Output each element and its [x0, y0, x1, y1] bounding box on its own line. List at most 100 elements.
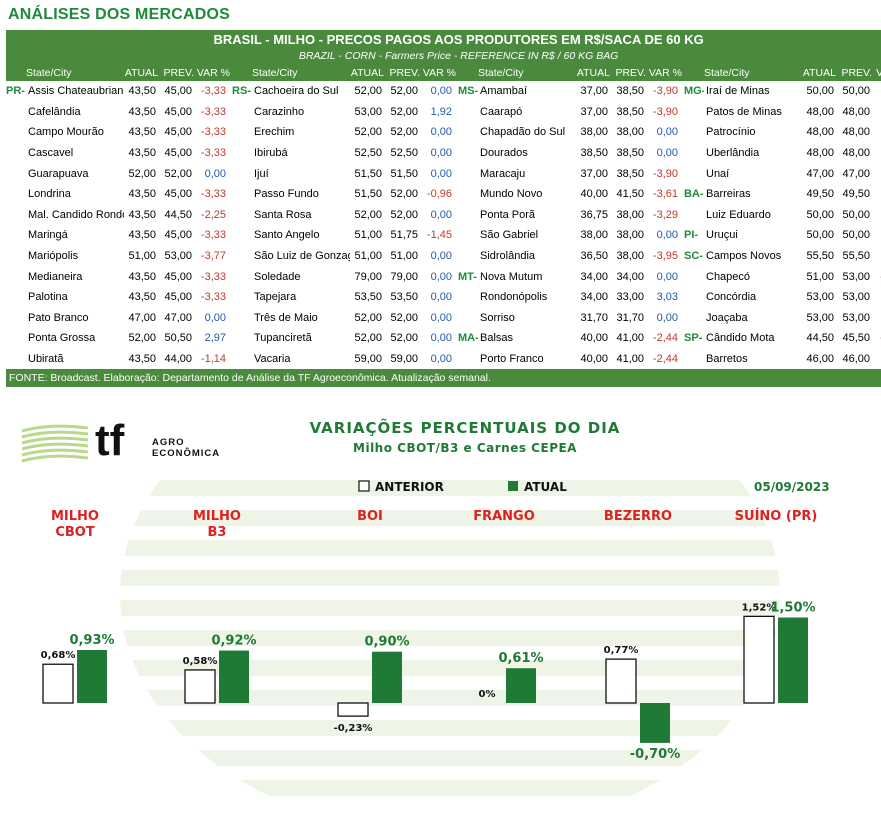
city-name: Maracaju — [480, 167, 526, 180]
state-prefix: MT- — [458, 270, 477, 283]
city-name: Sidrolândia — [480, 250, 536, 263]
city-name: Balsas — [480, 332, 514, 345]
price-atual: 51,50 — [354, 167, 382, 180]
city-name: São Luiz de Gonzaga — [254, 250, 350, 263]
price-prev: 79,00 — [390, 270, 418, 283]
state-prefix: PI- — [684, 229, 699, 242]
price-variation: -3,33 — [200, 126, 226, 139]
state-prefix — [6, 102, 26, 123]
price-prev: 53,00 — [842, 311, 870, 324]
state-prefix: MS- — [458, 85, 478, 98]
price-atual: 44,50 — [806, 332, 834, 345]
state-prefix — [458, 102, 478, 123]
city-name: Caarapó — [480, 105, 523, 118]
logo-wave-shape — [21, 436, 89, 445]
price-variation: -3,33 — [200, 105, 226, 118]
price-variation: 0,00 — [204, 311, 226, 324]
price-atual: 53,50 — [354, 291, 382, 304]
state-prefix — [458, 122, 478, 143]
table-title: BRASIL - MILHO - PRECOS PAGOS AOS PRODUT… — [6, 30, 881, 48]
price-atual: 52,00 — [354, 311, 382, 324]
price-variation: 0,00 — [874, 122, 881, 143]
price-variation: 0,00 — [656, 126, 678, 139]
price-variation: 0,00 — [430, 167, 452, 180]
category-label: MILHO — [51, 509, 99, 524]
label-atual: 0,90% — [364, 635, 409, 650]
price-atual: 52,50 — [354, 147, 382, 160]
price-prev: 38,00 — [616, 250, 644, 263]
state-prefix — [6, 143, 26, 164]
price-prev: 53,50 — [390, 291, 418, 304]
city-name: São Gabriel — [480, 229, 539, 242]
chart-legend: ANTERIOR ATUAL — [358, 480, 567, 494]
bar-anterior — [184, 669, 216, 704]
state-prefix — [684, 102, 704, 123]
price-prev: 38,50 — [616, 167, 644, 180]
price-variation: -0,96 — [426, 188, 452, 201]
col-header-atual: ATUAL — [350, 64, 386, 81]
price-variation: 1,92 — [430, 105, 452, 118]
city-name: Sorriso — [480, 311, 515, 324]
price-atual: 52,00 — [354, 332, 382, 345]
price-prev: 45,00 — [164, 229, 192, 242]
price-variation: 0,00 — [874, 102, 881, 123]
state-prefix — [458, 184, 478, 205]
label-anterior: 0,77% — [604, 645, 639, 656]
category-label: SUÍNO (PR) — [735, 508, 818, 524]
city-name: Guarapuava — [28, 167, 89, 180]
table-column-header-row: State/City ATUAL PREV. VAR % State/City ATUAL… — [6, 64, 881, 81]
price-atual: 52,00 — [354, 85, 382, 98]
city-name: Mal. Candido Rondon — [28, 208, 124, 221]
city-name: Mariópolis — [28, 250, 79, 263]
price-prev: 50,00 — [842, 208, 870, 221]
city-name: Luiz Eduardo — [706, 208, 771, 221]
price-variation: 0,00 — [874, 287, 881, 308]
city-name: Chapecó — [706, 270, 751, 283]
price-variation: 0,00 — [430, 270, 452, 283]
table-row: Mal. Candido Rondon 43,50 44,50 -2,25 Santa … — [6, 205, 881, 226]
price-atual: 51,50 — [354, 188, 382, 201]
price-prev: 38,00 — [616, 208, 644, 221]
col-header-var: VAR % — [422, 64, 458, 81]
price-variation: 0,00 — [656, 147, 678, 160]
category-label: BEZERRO — [604, 509, 672, 524]
state-prefix — [232, 122, 252, 143]
city-name: Uberlândia — [706, 147, 760, 160]
city-name: Carazinho — [254, 105, 305, 118]
price-variation: -3,33 — [200, 291, 226, 304]
price-atual: 43,50 — [128, 126, 156, 139]
state-prefix — [684, 143, 704, 164]
state-prefix — [684, 308, 704, 329]
state-prefix — [232, 225, 252, 246]
price-atual: 46,00 — [806, 353, 834, 366]
price-variation: 0,00 — [430, 332, 452, 345]
price-prev: 46,00 — [842, 353, 870, 366]
price-variation: 0,00 — [430, 85, 452, 98]
price-variation: -3,33 — [200, 229, 226, 242]
label-atual: 0,93% — [69, 633, 114, 648]
table-subtitle-row: BRAZIL - CORN - Farmers Price - REFERENC… — [6, 48, 881, 64]
table-row: PR- Assis Chateaubriand 43,50 45,00 -3,33 RS-… — [6, 81, 881, 102]
city-name: Rondonópolis — [480, 291, 548, 304]
state-prefix: BA- — [684, 188, 704, 201]
page-heading: ANÁLISES DOS MERCADOS — [8, 6, 230, 23]
city-name: Três de Maio — [254, 311, 318, 324]
price-variation: 0,00 — [874, 81, 881, 102]
price-prev: 44,00 — [164, 353, 192, 366]
price-variation: 0,00 — [430, 291, 452, 304]
chart-subtitle: Milho CBOT/B3 e Carnes CEPEA — [353, 441, 577, 455]
price-atual: 37,00 — [580, 167, 608, 180]
price-variation: -3,90 — [652, 105, 678, 118]
table-footer-row: FONTE: Broadcast. Elaboração: Departamen… — [6, 369, 881, 388]
state-prefix — [6, 246, 26, 267]
city-name: Iraí de Minas — [706, 85, 770, 98]
state-prefix — [458, 205, 478, 226]
state-prefix — [684, 163, 704, 184]
price-atual: 55,50 — [806, 250, 834, 263]
city-name: Tapejara — [254, 291, 297, 304]
city-name: Nova Mutum — [480, 270, 543, 283]
legend-anterior-label: ANTERIOR — [375, 480, 444, 494]
price-variation: 3,03 — [656, 291, 678, 304]
price-variation: -1,14 — [200, 353, 226, 366]
price-variation: 0,00 — [656, 229, 678, 242]
